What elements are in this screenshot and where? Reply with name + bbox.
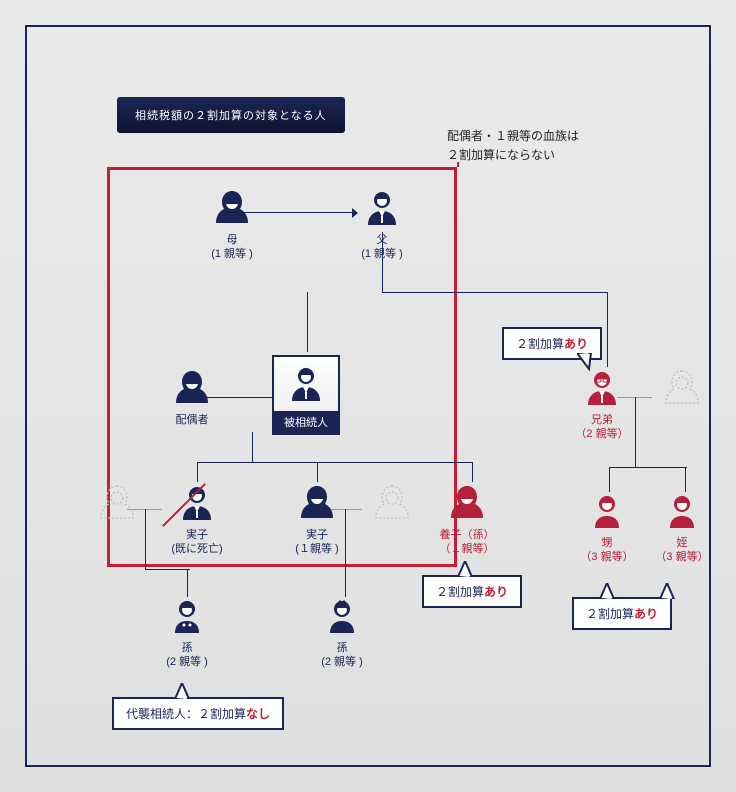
child-icon: [663, 492, 701, 534]
callout-substitute-heir: 代襲相続人：２割加算なし: [112, 697, 284, 730]
callout-nephew-niece: ２割加算あり: [572, 597, 672, 630]
title-box: 相続税額の２割加算の対象となる人: [117, 97, 345, 133]
person-child2: 実子(１親等 ): [282, 482, 352, 557]
female-ghost-icon: [662, 367, 702, 411]
person-adopted: 養子（孫）（１親等）: [432, 482, 502, 557]
decedent-label: 被相続人: [274, 411, 338, 433]
female-icon: [447, 482, 487, 526]
outer-container: 相続税額の２割加算の対象となる人 配偶者・１親等の血族は ２割加算にならない: [0, 0, 736, 792]
label: 母(1 親等 ): [197, 233, 267, 262]
label: 配偶者: [157, 413, 227, 427]
red-pointer-v: [457, 162, 459, 167]
person-child1: 実子(既に死亡): [162, 482, 232, 557]
person-brother: 兄弟（2 親等）: [567, 367, 637, 442]
callout-tail: [455, 561, 475, 577]
child-icon: [588, 492, 626, 534]
child-icon: [323, 597, 361, 639]
line: [607, 292, 608, 367]
line: [609, 467, 610, 492]
person-ghost-left: [82, 482, 152, 526]
line: [252, 432, 253, 462]
line: [307, 292, 308, 352]
female-icon: [297, 482, 337, 526]
callout-tail: [657, 583, 677, 599]
label: 姪（3 親等）: [647, 536, 717, 565]
label: 甥（3 親等）: [572, 536, 642, 565]
line: [472, 462, 473, 482]
person-niece: 姪（3 親等）: [647, 492, 717, 565]
label: 実子(既に死亡): [162, 528, 232, 557]
female-ghost-icon: [372, 482, 412, 526]
label: 孫(2 親等 ): [307, 641, 377, 670]
person-ghost-brother-spouse: [647, 367, 717, 411]
diagram-frame: 相続税額の２割加算の対象となる人 配偶者・１親等の血族は ２割加算にならない: [25, 25, 711, 767]
line: [197, 462, 472, 463]
label: 孫(2 親等 ): [152, 641, 222, 670]
male-icon: [286, 363, 326, 407]
callout-tail: [172, 683, 192, 699]
person-nephew: 甥（3 親等）: [572, 492, 642, 565]
person-ghost-right: [357, 482, 427, 526]
person-grandchild2: 孫(2 親等 ): [307, 597, 377, 670]
male-icon: [362, 187, 402, 231]
person-mother: 母(1 親等 ): [197, 187, 267, 262]
line: [187, 569, 188, 597]
label: 父(1 親等 ): [347, 233, 417, 262]
line: [145, 569, 190, 570]
male-glasses-icon: [582, 367, 622, 411]
line: [382, 292, 607, 293]
callout-adopted: ２割加算あり: [422, 575, 522, 608]
female-icon: [172, 367, 212, 411]
female-ghost-icon: [97, 482, 137, 526]
person-spouse: 配偶者: [157, 367, 227, 427]
child-icon: [168, 597, 206, 639]
person-grandchild1: 孫(2 親等 ): [152, 597, 222, 670]
line: [197, 462, 198, 482]
title-text: 相続税額の２割加算の対象となる人: [135, 110, 327, 122]
person-father: 父(1 親等 ): [347, 187, 417, 262]
note-text: 配偶者・１親等の血族は ２割加算にならない: [447, 127, 579, 165]
female-icon: [212, 187, 252, 231]
person-decedent: 被相続人: [272, 355, 340, 435]
line: [685, 467, 686, 492]
label: 養子（孫）（１親等）: [432, 528, 502, 557]
label: 兄弟（2 親等）: [567, 413, 637, 442]
line: [609, 467, 687, 468]
callout-tail: [597, 583, 617, 599]
line: [317, 462, 318, 482]
callout-tail: [577, 353, 597, 371]
label: 実子(１親等 ): [282, 528, 352, 557]
